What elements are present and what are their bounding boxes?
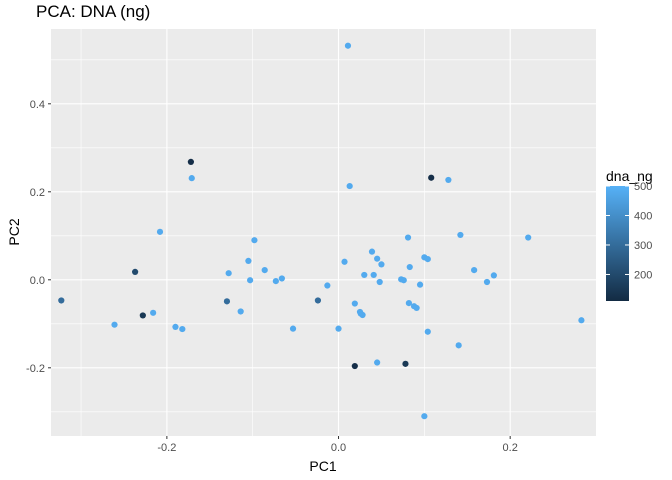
data-point — [374, 359, 381, 366]
data-point — [223, 298, 231, 305]
data-points — [58, 42, 585, 420]
data-point — [261, 267, 268, 274]
data-point — [341, 258, 348, 265]
data-point — [361, 271, 368, 279]
data-point — [139, 312, 146, 319]
data-point — [376, 278, 383, 286]
data-point — [368, 248, 376, 255]
data-point — [179, 325, 186, 333]
data-point — [421, 413, 428, 420]
y-axis-title: PC2 — [6, 218, 22, 245]
data-point — [471, 267, 478, 274]
data-point — [278, 275, 285, 282]
data-point — [187, 158, 194, 165]
data-point — [404, 234, 412, 241]
data-point — [251, 237, 258, 244]
y-tick-label: 0.4 — [30, 99, 45, 111]
x-tick-label: -0.2 — [157, 442, 176, 454]
x-axis-title: PC1 — [309, 458, 336, 474]
data-point — [428, 174, 435, 181]
data-point — [416, 281, 424, 288]
data-point — [247, 277, 254, 284]
y-tick-label: 0.2 — [30, 187, 45, 199]
data-point — [172, 323, 179, 330]
data-point — [351, 300, 358, 307]
x-tick-label: 0.0 — [331, 442, 346, 454]
data-point — [111, 321, 118, 328]
data-point — [132, 268, 139, 275]
y-tick-label: 0.0 — [30, 275, 45, 287]
data-point — [335, 325, 342, 332]
grid-lines — [51, 29, 596, 436]
data-point — [289, 325, 297, 332]
data-point — [225, 270, 232, 277]
x-axis: -0.2 0.0 0.2 — [157, 436, 518, 454]
data-point — [400, 277, 407, 284]
data-point — [483, 278, 491, 286]
data-point — [374, 255, 381, 262]
data-point — [406, 263, 413, 271]
data-point — [578, 317, 585, 324]
x-tick-label: 0.2 — [503, 442, 518, 454]
data-point — [424, 328, 431, 335]
data-point — [237, 308, 244, 315]
data-point — [405, 300, 412, 307]
data-point — [359, 311, 366, 319]
data-point — [324, 282, 331, 289]
legend-colorbar — [606, 186, 629, 301]
data-point — [156, 228, 164, 235]
data-point — [490, 272, 497, 279]
legend-ticks: 200 300 400 500 — [606, 181, 652, 281]
legend-label: 500 — [634, 181, 652, 193]
data-point — [424, 256, 431, 263]
chart-title: PCA: DNA (ng) — [36, 2, 150, 21]
data-point — [445, 176, 452, 184]
data-point — [457, 231, 464, 239]
data-point — [351, 362, 358, 370]
legend-title: dna_ng — [606, 168, 653, 184]
data-point — [58, 297, 65, 304]
y-tick-label: -0.2 — [26, 363, 45, 375]
legend-label: 200 — [634, 269, 652, 281]
data-point — [245, 257, 252, 264]
data-point — [150, 309, 157, 316]
legend-label: 400 — [634, 210, 652, 222]
plot-panel — [51, 29, 596, 436]
data-point — [344, 42, 352, 49]
data-point — [413, 304, 420, 312]
color-legend: dna_ng 200 300 400 500 — [606, 168, 653, 301]
data-point — [272, 278, 279, 285]
data-point — [525, 234, 532, 241]
y-axis: -0.2 0.0 0.2 0.4 — [26, 99, 51, 375]
data-point — [188, 175, 195, 182]
data-point — [402, 360, 409, 367]
data-point — [370, 271, 377, 279]
data-point — [378, 261, 385, 268]
data-point — [346, 182, 353, 190]
legend-label: 300 — [634, 240, 652, 252]
data-point — [314, 297, 322, 304]
data-point — [455, 342, 462, 349]
